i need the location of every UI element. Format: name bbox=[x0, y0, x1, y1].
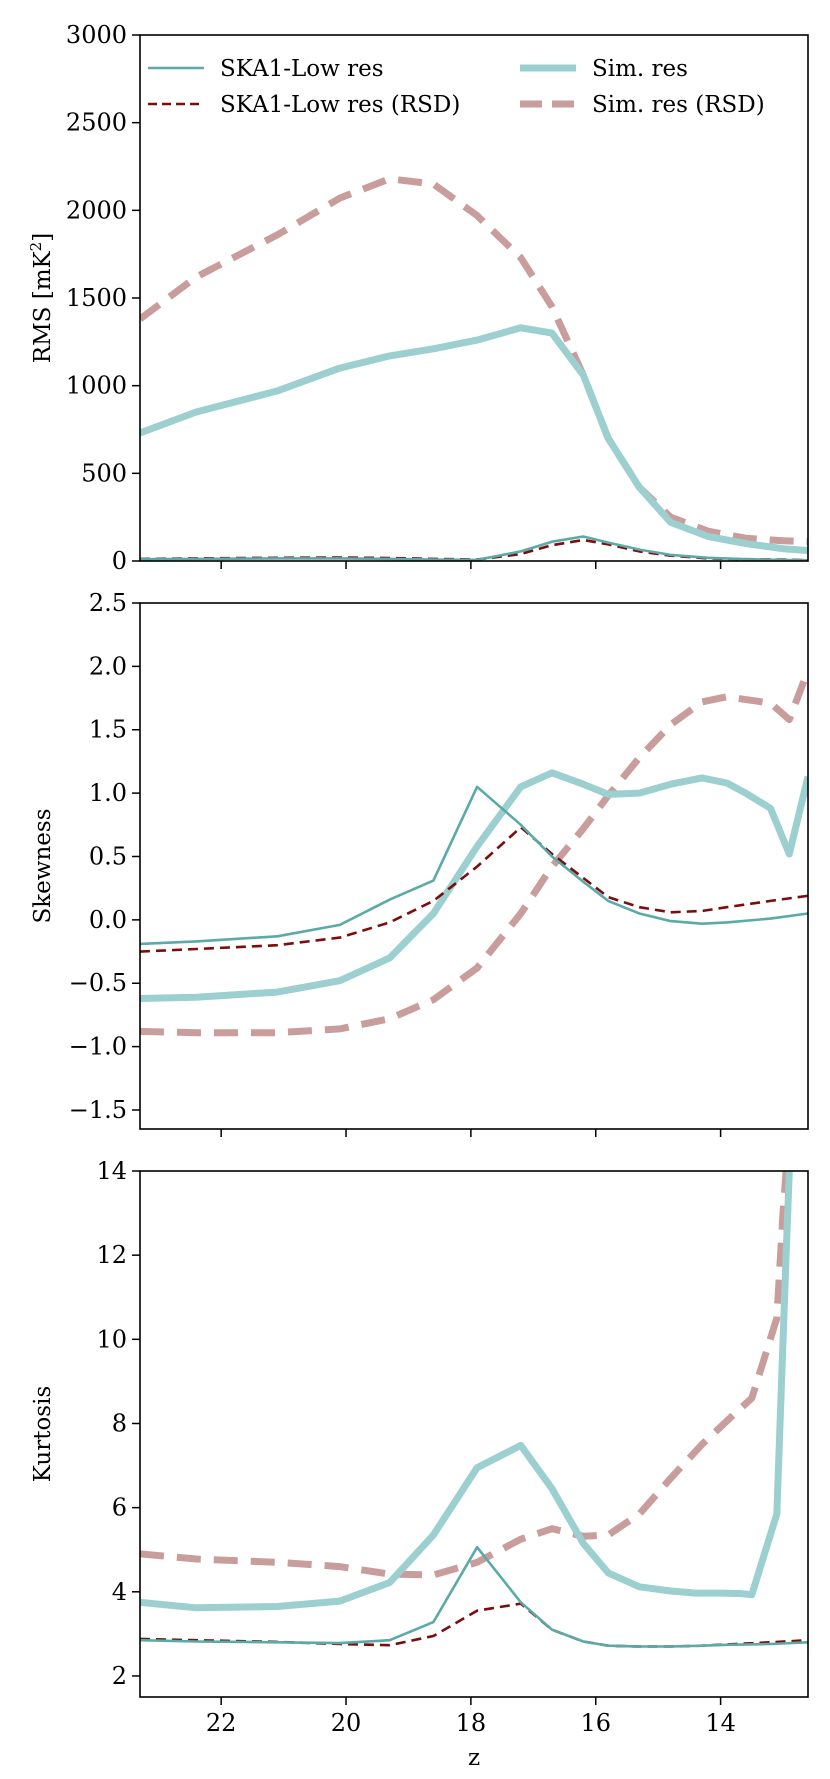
y-tick-label: 1.5 bbox=[89, 716, 127, 744]
y-tick-label: −1.5 bbox=[69, 1096, 127, 1124]
y-tick-label: 12 bbox=[96, 1241, 127, 1269]
y-tick-label: 500 bbox=[81, 459, 127, 487]
y-tick-label: 2 bbox=[112, 1662, 127, 1690]
y-axis-label-main: Kurtosis bbox=[30, 1386, 56, 1483]
series-line-sim-rsd bbox=[140, 1171, 790, 1579]
x-tick-label: 14 bbox=[705, 1709, 736, 1737]
x-axis-label: z bbox=[468, 1745, 480, 1771]
y-axis-label: Skewness bbox=[30, 808, 56, 923]
y-tick-label: 10 bbox=[96, 1325, 127, 1353]
x-tick-label: 16 bbox=[580, 1709, 611, 1737]
series-line-ska bbox=[140, 1545, 808, 1648]
y-tick-label: 0.0 bbox=[89, 906, 127, 934]
series-line-sim bbox=[140, 1171, 793, 1612]
y-tick-label: 1000 bbox=[66, 372, 127, 400]
y-tick-label: 2.5 bbox=[89, 589, 127, 617]
y-axis-label-tail: ] bbox=[30, 233, 56, 242]
series-line-sim bbox=[140, 324, 808, 554]
y-tick-label: −0.5 bbox=[69, 969, 127, 997]
series-group bbox=[140, 175, 808, 561]
legend-label: Sim. res bbox=[592, 56, 688, 82]
legend-label: SKA1-Low res bbox=[220, 56, 384, 82]
x-tick-label: 22 bbox=[206, 1709, 237, 1737]
y-tick-label: 3000 bbox=[66, 21, 127, 49]
y-axis-label: RMS [mK2] bbox=[27, 233, 56, 363]
series-group bbox=[140, 1171, 808, 1648]
axes-frame bbox=[139, 1170, 809, 1698]
y-tick-label: −1.0 bbox=[69, 1033, 127, 1061]
series-line-sim-rsd bbox=[140, 175, 808, 546]
series-line-sim bbox=[140, 769, 808, 1002]
y-tick-label: 2.0 bbox=[89, 652, 127, 680]
y-axis-label: Kurtosis bbox=[30, 1386, 56, 1483]
y-tick-label: 2500 bbox=[66, 109, 127, 137]
y-tick-label: 0.5 bbox=[89, 842, 127, 870]
y-axis-label-main: RMS [mK bbox=[30, 251, 56, 364]
y-tick-label: 14 bbox=[96, 1157, 127, 1185]
panel-skew: −1.5 −1.0 −0.5 0.0 0.5 1.0 1.5 2.0 2.5 Skewness bbox=[30, 589, 809, 1137]
legend-label: Sim. res (RSD) bbox=[592, 92, 765, 118]
series-line-ska bbox=[140, 785, 808, 946]
y-tick-label: 4 bbox=[112, 1578, 127, 1606]
y-tick-label: 8 bbox=[112, 1409, 127, 1437]
legend: SKA1-Low res Sim. res SKA1-Low res (RSD) Si… bbox=[148, 56, 765, 118]
y-axis-label-main: Skewness bbox=[30, 808, 56, 923]
y-tick-label: 2000 bbox=[66, 196, 127, 224]
x-tick-label: 20 bbox=[331, 1709, 362, 1737]
series-group bbox=[140, 668, 808, 1037]
y-axis-label-superscript: 2 bbox=[27, 242, 45, 252]
series-line-ska-rsd bbox=[140, 826, 808, 953]
y-tick-label: 1.0 bbox=[89, 779, 127, 807]
legend-label: SKA1-Low res (RSD) bbox=[220, 92, 460, 118]
series-line-ska bbox=[140, 535, 808, 561]
y-tick-label: 1500 bbox=[66, 284, 127, 312]
series-line-sim-rsd bbox=[140, 668, 808, 1037]
y-tick-label: 0 bbox=[112, 547, 127, 575]
panel-kurt: 2 4 6 8 10 12 14 Kurtosis bbox=[30, 1157, 809, 1705]
x-tick-label: 18 bbox=[456, 1709, 487, 1737]
axes-frame bbox=[139, 602, 809, 1130]
y-tick-label: 6 bbox=[112, 1494, 127, 1522]
panel-rms: 0 500 1000 1500 2000 2500 3000 RMS [mK2] bbox=[27, 21, 809, 575]
